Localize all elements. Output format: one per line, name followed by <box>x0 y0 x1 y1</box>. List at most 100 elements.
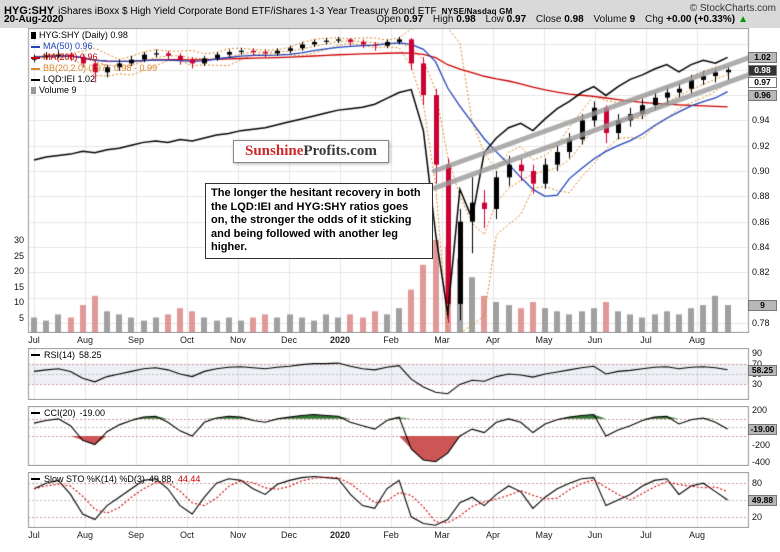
axis-label: -400 <box>752 456 771 467</box>
stochastic-axis-labels: 80502049.88 <box>748 472 780 528</box>
axis-label: 30 <box>13 235 24 245</box>
month-label: Apr <box>485 530 500 540</box>
legend-label: BB(20,2.0) 0.97 - 0.98 - 0.99 <box>43 63 158 73</box>
cci-value: -19.00 <box>79 408 106 418</box>
close-value: 0.98 <box>564 14 584 25</box>
stochastic-k-value: 49.88, <box>148 474 174 484</box>
axis-value-box: 0.97 <box>748 77 777 89</box>
cci-panel: CCI(20) -19.00 200 -200 -400 -19.00 <box>0 405 780 467</box>
stochastic-legend: Slow STO %K(14) %D(3) 49.88, 44.44 <box>31 474 200 484</box>
high-value: 0.98 <box>456 14 476 25</box>
cci-label: CCI(20) <box>44 408 76 418</box>
rsi-chart-canvas <box>0 348 780 400</box>
rsi-value: 58.25 <box>79 350 102 360</box>
change-up-arrow-icon: ▲ <box>738 14 748 25</box>
price-legend: HYG:SHY (Daily) 0.98 MA(50) 0.96 MA(200)… <box>31 30 157 96</box>
line-marker-icon <box>31 354 40 356</box>
rsi-legend: RSI(14) 58.25 <box>31 350 102 360</box>
month-label: 2020 <box>329 335 351 345</box>
title-row: HYG:SHY iShares iBoxx $ High Yield Corpor… <box>4 1 778 17</box>
legend-item-ma50: MA(50) 0.96 <box>31 41 157 52</box>
line-marker-icon <box>31 45 40 48</box>
watermark-part1: Sunshine <box>245 143 304 159</box>
chart-date: 20-Aug-2020 <box>4 14 64 25</box>
axis-label: 0.86 <box>752 216 770 227</box>
month-label: Oct <box>179 335 194 345</box>
month-label: 2020 <box>329 530 351 540</box>
month-label: Jul <box>28 335 40 345</box>
axis-label: 200 <box>752 405 768 416</box>
change-value: +0.00 (+0.33%) <box>666 14 736 25</box>
x-axis-months-top: Jul Aug Sep Oct Nov Dec 2020 Feb Mar Apr May Jun Jul… <box>0 333 780 347</box>
legend-item-ma200: MA(200) 0.96 <box>31 52 157 63</box>
axis-label: 70 <box>752 358 763 369</box>
month-label: Jun <box>587 530 603 540</box>
month-label: Feb <box>383 530 399 540</box>
cci-axis-labels: 200 -200 -400 -19.00 <box>748 405 780 467</box>
legend-label: LQD:IEI 1.02 <box>43 74 96 84</box>
line-marker-icon <box>31 478 40 480</box>
open-value: 0.97 <box>403 14 424 25</box>
axis-label: 10 <box>13 297 24 307</box>
axis-label: -200 <box>752 439 771 450</box>
axis-label: 90 <box>752 348 763 359</box>
month-label: Mar <box>434 335 450 345</box>
axis-value-box: 0.96 <box>748 90 777 102</box>
month-label: Jul <box>28 530 40 540</box>
price-chart-canvas <box>0 28 780 333</box>
month-label: May <box>535 530 553 540</box>
month-label: Mar <box>434 530 450 540</box>
line-marker-icon <box>31 78 40 81</box>
axis-label: 0.78 <box>752 317 770 328</box>
chart-title: iShares iBoxx $ High Yield Corporate Bon… <box>58 6 437 17</box>
annotation-box: The longer the hesitant recovery in both… <box>205 183 433 259</box>
month-label: Aug <box>688 530 705 540</box>
axis-label: 20 <box>752 511 763 522</box>
legend-item-hygshy: HYG:SHY (Daily) 0.98 <box>31 30 157 41</box>
axis-label: 0.90 <box>752 166 770 176</box>
cci-chart-canvas <box>0 406 780 466</box>
month-label: Jul <box>640 530 652 540</box>
line-marker-icon <box>31 67 40 70</box>
axis-label: 15 <box>13 281 24 292</box>
volume-axis-labels: 30 25 20 15 10 5 <box>6 28 24 333</box>
close-label: Close <box>535 14 562 25</box>
copyright: © StockCharts.com <box>689 3 776 14</box>
line-marker-icon <box>31 56 40 59</box>
month-label: Jun <box>587 335 603 345</box>
open-label: Open <box>376 14 401 25</box>
legend-label: Volume 9 <box>39 85 77 95</box>
month-label: Dec <box>280 530 297 540</box>
high-label: High <box>432 14 454 25</box>
month-label: Aug <box>688 335 705 345</box>
legend-item-lqdiei: LQD:IEI 1.02 <box>31 74 157 85</box>
low-value: 0.97 <box>506 14 527 25</box>
volume-marker-icon <box>31 87 36 94</box>
month-label: Sep <box>127 530 144 540</box>
rsi-panel: RSI(14)58.25 9070503058.25 <box>0 348 780 400</box>
axis-label: 0.82 <box>752 267 770 278</box>
month-label: Aug <box>76 335 93 345</box>
month-label: Oct <box>179 530 194 540</box>
volume-label: Volume <box>593 14 627 25</box>
axis-value-box: 1.02 <box>748 52 777 64</box>
axis-label: 20 <box>13 266 24 276</box>
legend-label: MA(50) 0.96 <box>43 41 93 51</box>
axis-value-box: 49.88 <box>748 495 777 507</box>
axis-label: 0.92 <box>752 140 770 151</box>
axis-label: 0.88 <box>752 191 770 202</box>
stochastic-d-value: 44.44 <box>177 474 201 484</box>
legend-label: HYG:SHY (Daily) 0.98 <box>39 30 128 40</box>
sunshine-profits-watermark: SunshineProfits.com <box>233 140 389 163</box>
rsi-label: RSI(14) <box>44 350 76 360</box>
month-label: Apr <box>485 335 500 345</box>
chart-header: HYG:SHY iShares iBoxx $ High Yield Corpor… <box>0 0 780 28</box>
legend-item-bb: BB(20,2.0) 0.97 - 0.98 - 0.99 <box>31 63 157 74</box>
low-label: Low <box>485 14 504 25</box>
stochastic-label: Slow STO %K(14) %D(3) <box>44 474 145 484</box>
legend-item-volume: Volume 9 <box>31 85 157 96</box>
symbol: HYG:SHY <box>4 5 55 17</box>
month-label: Nov <box>229 530 246 540</box>
axis-value-box: -19.00 <box>748 424 777 436</box>
axis-value-box: 9 <box>748 300 777 312</box>
